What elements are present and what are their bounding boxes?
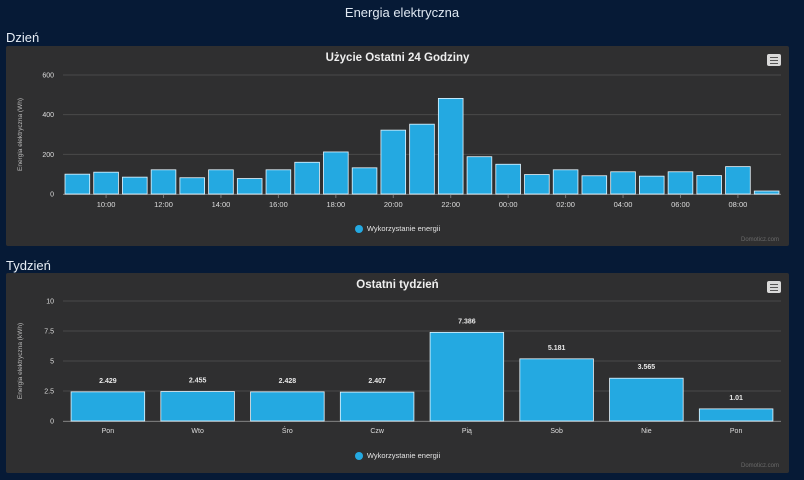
week-bar bbox=[519, 358, 594, 422]
week-data-label: 2.455 bbox=[189, 378, 207, 385]
day-chart-legend[interactable]: Wykorzystanie energii bbox=[6, 224, 789, 234]
day-bar bbox=[122, 176, 148, 195]
day-bar bbox=[552, 169, 579, 195]
day-ytick-label: 0 bbox=[50, 192, 54, 199]
week-bar bbox=[698, 408, 774, 422]
week-xtick-label: Pon bbox=[730, 428, 743, 435]
week-chart-credits[interactable]: Domoticz.com bbox=[740, 463, 779, 469]
day-bar bbox=[265, 169, 292, 195]
week-chart-menu-icon[interactable] bbox=[767, 281, 781, 293]
day-bar bbox=[466, 156, 493, 195]
day-bar bbox=[667, 171, 694, 195]
day-bar bbox=[150, 169, 177, 195]
week-legend-label: Wykorzystanie energii bbox=[366, 451, 441, 460]
week-ytick-label: 7.5 bbox=[44, 329, 54, 336]
week-data-label: 2.407 bbox=[368, 378, 386, 385]
day-xtick-label: 22:00 bbox=[441, 200, 460, 209]
section-label-week: Tydzień bbox=[6, 258, 51, 273]
day-bar bbox=[208, 169, 234, 195]
day-y-axis-title: Energia elektryczna (Wh) bbox=[17, 98, 24, 171]
day-bar bbox=[725, 166, 751, 195]
day-xtick-label: 00:00 bbox=[499, 200, 518, 209]
day-bar bbox=[351, 167, 378, 195]
day-bar bbox=[639, 175, 665, 195]
day-bar bbox=[581, 175, 608, 195]
day-bar bbox=[524, 174, 550, 195]
week-bar bbox=[609, 377, 684, 422]
week-xtick-label: Śro bbox=[282, 426, 293, 435]
day-xtick-label: 10:00 bbox=[97, 200, 116, 209]
day-xtick-label: 08:00 bbox=[729, 200, 748, 209]
week-xtick-label: Sob bbox=[550, 428, 563, 435]
week-xtick-label: Czw bbox=[370, 428, 385, 435]
day-bar bbox=[179, 177, 205, 195]
day-bar bbox=[64, 173, 91, 195]
day-bar bbox=[323, 151, 349, 195]
week-usage-chart: 0 2.5 5 7.5 10 Energia elektryczna (kWh) 2.429… bbox=[17, 299, 781, 435]
day-legend-label: Wykorzystanie energii bbox=[366, 224, 441, 233]
week-data-label: 1.01 bbox=[729, 395, 743, 402]
week-data-label: 7.386 bbox=[458, 318, 476, 325]
week-chart-title: Ostatni tydzień bbox=[356, 279, 439, 291]
day-ytick-label: 600 bbox=[42, 73, 54, 80]
day-bar bbox=[380, 129, 407, 195]
legend-dot-icon bbox=[354, 225, 363, 234]
day-xtick-label: 16:00 bbox=[269, 200, 288, 209]
day-ytick-label: 400 bbox=[42, 112, 54, 119]
week-data-label: 3.565 bbox=[638, 364, 656, 371]
week-chart-legend[interactable]: Wykorzystanie energii bbox=[6, 451, 789, 461]
day-xtick-label: 04:00 bbox=[614, 200, 633, 209]
week-bar bbox=[70, 391, 146, 422]
day-bar bbox=[236, 178, 263, 195]
day-bar bbox=[437, 98, 464, 195]
section-label-day: Dzień bbox=[6, 30, 40, 45]
day-xtick-label: 12:00 bbox=[154, 200, 173, 209]
day-bar bbox=[610, 171, 636, 195]
week-bar bbox=[339, 391, 415, 422]
week-ytick-label: 2.5 bbox=[44, 389, 54, 396]
week-ytick-label: 0 bbox=[50, 419, 54, 426]
day-chart-panel: Użycie Ostatni 24 Godziny 0 200 400 600 Ener… bbox=[6, 46, 789, 246]
week-bar bbox=[429, 331, 505, 422]
day-xtick-label: 02:00 bbox=[556, 200, 575, 209]
week-bar bbox=[250, 391, 325, 422]
legend-dot-icon bbox=[354, 452, 363, 461]
week-ytick-label: 5 bbox=[50, 359, 54, 366]
week-chart-panel: Ostatni tydzień 0 2.5 5 7.5 10 Energia elektr… bbox=[6, 273, 789, 473]
week-xtick-label: Pon bbox=[102, 428, 115, 435]
day-xtick-label: 18:00 bbox=[326, 200, 345, 209]
day-ytick-label: 200 bbox=[42, 152, 54, 159]
week-xtick-label: Pią bbox=[462, 428, 472, 435]
day-xtick-label: 20:00 bbox=[384, 200, 403, 209]
week-xtick-label: Nie bbox=[641, 428, 652, 435]
week-xtick-label: Wto bbox=[191, 428, 204, 435]
day-chart-title: Użycie Ostatni 24 Godziny bbox=[325, 52, 470, 64]
week-data-label: 2.429 bbox=[99, 378, 117, 385]
week-data-label: 2.428 bbox=[279, 378, 297, 385]
day-chart-menu-icon[interactable] bbox=[767, 54, 781, 66]
day-bar bbox=[753, 190, 780, 195]
week-data-label: 5.181 bbox=[548, 345, 566, 352]
day-bar bbox=[409, 123, 435, 195]
day-chart-credits[interactable]: Domoticz.com bbox=[740, 237, 779, 243]
day-xtick-label: 14:00 bbox=[212, 200, 231, 209]
day-xtick-label: 06:00 bbox=[671, 200, 690, 209]
week-ytick-label: 10 bbox=[46, 299, 54, 306]
day-bar bbox=[93, 171, 119, 195]
week-bar bbox=[160, 391, 235, 422]
day-bar bbox=[294, 161, 320, 195]
week-y-axis-title: Energia elektryczna (kWh) bbox=[17, 323, 24, 399]
day-usage-chart: 0 200 400 600 Energia elektryczna (Wh) 10:00 1… bbox=[17, 73, 781, 209]
day-bar bbox=[495, 163, 521, 195]
page-title: Energia elektryczna bbox=[344, 5, 460, 20]
day-bar bbox=[696, 175, 722, 195]
